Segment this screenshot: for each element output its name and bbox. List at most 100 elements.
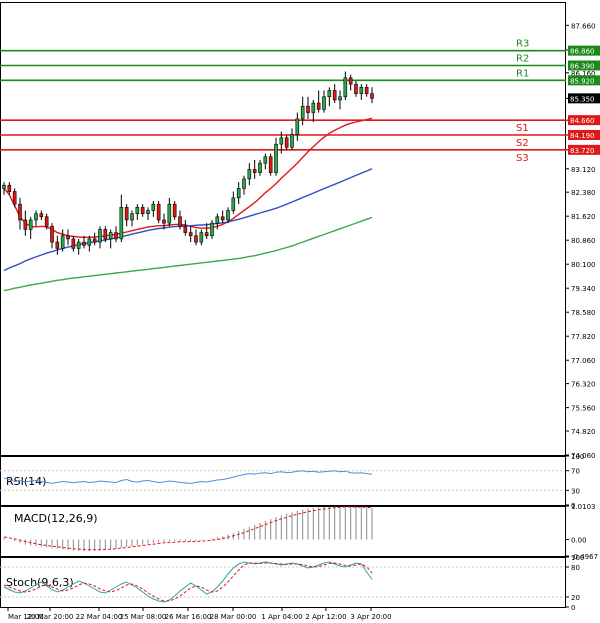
candle-body (2, 184, 6, 189)
candle-body (18, 203, 22, 221)
stoch-tick-label: 80 (571, 564, 580, 572)
macd-tick-label: -0.4967 (571, 553, 598, 561)
x-tick-label: 3 Apr 20:00 (350, 613, 391, 621)
candle-body (338, 96, 342, 101)
candle-body (306, 105, 310, 113)
candle-body (359, 86, 364, 94)
price-tick-label: 74.820 (571, 428, 596, 436)
candle-body (327, 90, 332, 98)
rsi-line (3, 470, 373, 484)
candle-body (114, 232, 118, 240)
price-tick-label: 81.620 (571, 213, 596, 221)
candle-body (87, 238, 92, 246)
level-price-tag-r1 (568, 75, 600, 86)
rsi-tick-label: 30 (571, 487, 580, 495)
stoch-tick-label: 100 (571, 554, 584, 562)
candle-body (295, 118, 300, 135)
macd-label: MACD(12,26,9) (14, 512, 98, 525)
candle-body (7, 184, 12, 192)
current-price-tag (568, 93, 600, 104)
candle-body (50, 225, 54, 243)
candle-body (28, 219, 33, 230)
level-name-r1: R1 (516, 68, 529, 79)
candle-body (82, 241, 86, 246)
macd-signal-line (3, 506, 373, 551)
candle-body (183, 225, 188, 233)
price-tick-label: 86.160 (571, 70, 596, 78)
candle-body (98, 229, 102, 243)
level-price-tag-s3 (568, 144, 600, 155)
candle-body (151, 203, 156, 211)
level-price-tag-s2 (568, 129, 600, 140)
level-price-label-s1: 84.660 (570, 117, 595, 125)
candle-body (167, 203, 172, 224)
candle-body (274, 143, 278, 173)
level-price-label-r2: 86.390 (570, 62, 595, 70)
candle-body (258, 162, 262, 173)
rsi-tick-label: 70 (571, 468, 580, 476)
candle-body (332, 90, 337, 101)
level-price-label-s3: 83.720 (570, 147, 595, 155)
price-tick-label: 83.120 (571, 166, 596, 174)
candle-body (135, 207, 140, 214)
level-price-label-r3: 86.860 (570, 48, 595, 56)
candle-body (156, 203, 161, 221)
rsi-tick-label: 0 (571, 502, 575, 510)
x-tick-label: Mar 12:00 (8, 613, 44, 621)
candle-body (284, 137, 289, 148)
candle-body (194, 235, 198, 243)
candle-body (316, 102, 321, 110)
x-tick-label: 22 Mar 04:00 (76, 613, 123, 621)
candle-body (268, 156, 273, 173)
candle-body (220, 216, 225, 221)
candle-body (55, 241, 60, 249)
price-tick-label: 76.320 (571, 381, 596, 389)
candle-body (247, 169, 252, 180)
candle-body (226, 210, 230, 221)
candle-body (231, 197, 236, 211)
stoch-k-line (3, 561, 373, 603)
macd-tick-label: 1.0103 (571, 503, 596, 511)
macd-panel: MACD(12,26,9) 1.0103 0.00 -0.4967 (0, 503, 598, 561)
candle-body (210, 222, 214, 237)
candle-body (290, 134, 294, 148)
level-price-tag-s1 (568, 115, 600, 126)
price-tick-label: 77.820 (571, 333, 596, 341)
level-price-label-r1: 85.920 (570, 77, 595, 85)
x-tick-label: 1 Apr 04:00 (261, 613, 302, 621)
x-tick-label: 28 Mar 00:00 (210, 613, 257, 621)
price-tick-label: 77.060 (571, 357, 596, 365)
price-tick-label: 75.560 (571, 405, 596, 413)
level-name-s1: S1 (516, 123, 529, 134)
candle-body (354, 83, 358, 94)
candle-body (130, 213, 134, 221)
candle-body (124, 207, 129, 221)
price-tick-label: 78.580 (571, 309, 596, 317)
candle-body (199, 232, 204, 243)
candle-body (23, 219, 28, 230)
x-tick-label: 26 Mar 16:00 (165, 613, 212, 621)
candle-body (242, 178, 246, 189)
level-name-s2: S2 (516, 138, 529, 149)
price-tick-label: 80.860 (571, 237, 596, 245)
level-name-r2: R2 (516, 53, 529, 64)
candle-body (178, 216, 182, 227)
stoch-tick-label: 20 (571, 594, 580, 602)
candle-body (108, 232, 113, 240)
candle-body (300, 105, 305, 120)
candle-body (348, 77, 353, 85)
level-name-r3: R3 (516, 39, 529, 50)
candle-body (92, 238, 97, 243)
candle-body (370, 93, 374, 99)
candle-body (146, 210, 150, 214)
x-tick-label: 2 Apr 12:00 (305, 613, 346, 621)
rsi-tick-label: 100 (571, 453, 584, 461)
candle-body (76, 241, 81, 249)
x-tick-label: 20 Mar 20:00 (27, 613, 74, 621)
macd-tick-label: 0.00 (571, 537, 587, 545)
candle-body (236, 188, 241, 199)
candle-body (364, 86, 369, 94)
